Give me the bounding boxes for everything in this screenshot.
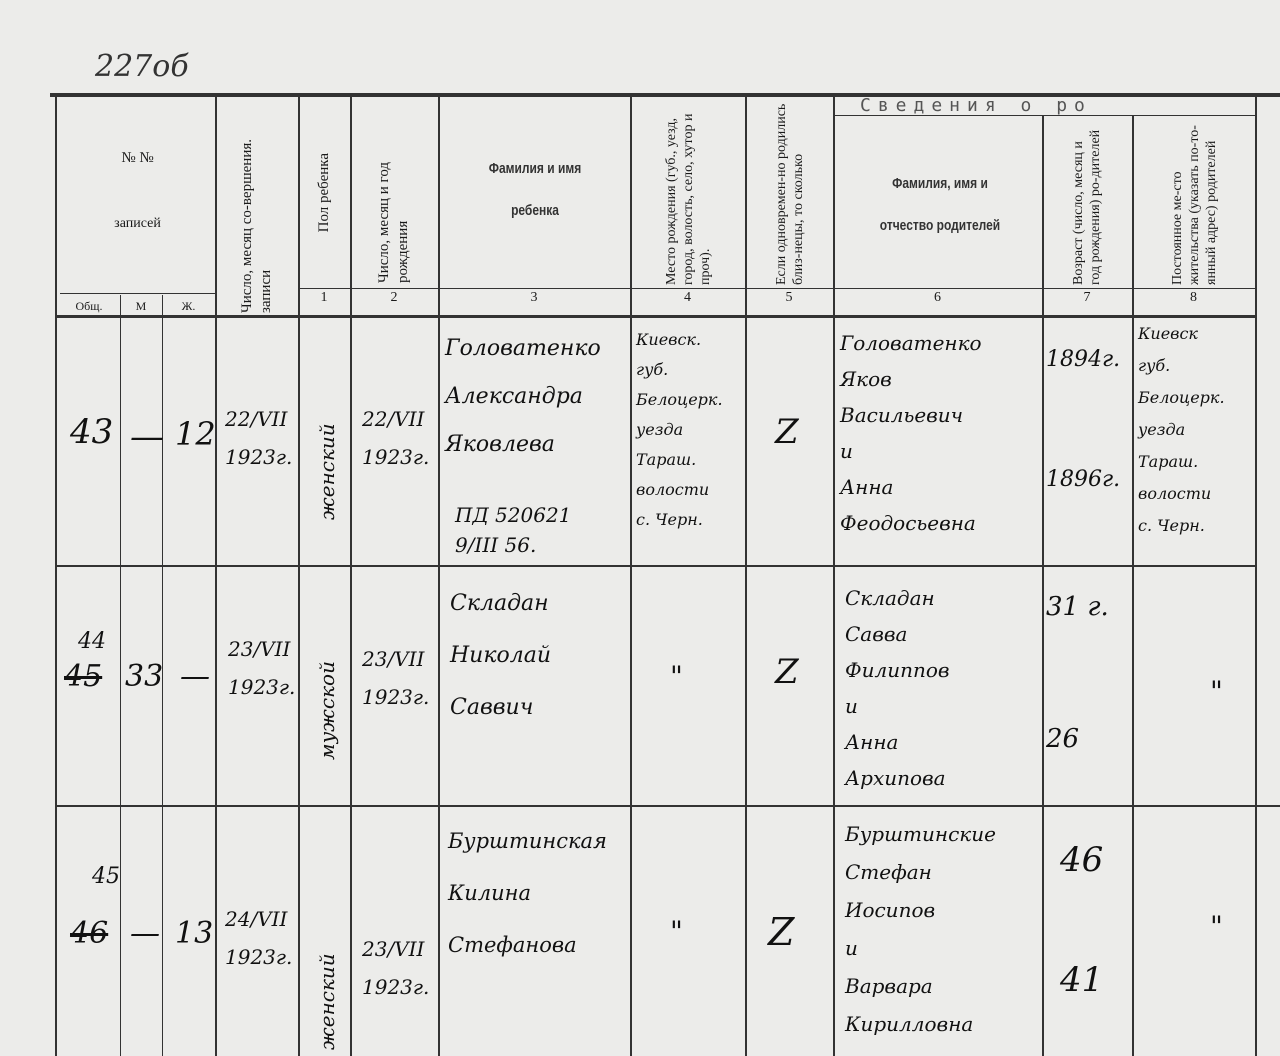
col-number: 2: [390, 290, 398, 305]
record-female: 13: [175, 916, 214, 951]
col-number: 5: [785, 290, 793, 305]
twins: Z: [775, 412, 799, 452]
child-sex: мужской: [315, 661, 339, 760]
col-number: 1: [320, 290, 328, 305]
col-number: 7: [1083, 290, 1091, 305]
header-records-no: № №: [121, 150, 154, 166]
record-date: 23/VII 1923г.: [228, 637, 296, 699]
child-sex: женский: [315, 953, 339, 1050]
header-parents-name: Фамилия, имя и отчество родителей: [879, 175, 1001, 234]
residence: ": [1210, 675, 1223, 708]
header-sex: Пол ребенка: [315, 152, 332, 233]
record-date: 24/VII 1923г.: [225, 907, 293, 969]
birth-date: 22/VII 1923г.: [362, 407, 430, 469]
header-female: Ж.: [181, 299, 196, 313]
header-birth-place: Место рождения (губ., уезд, город, волос…: [663, 113, 713, 285]
col-number: 4: [684, 290, 691, 305]
birth-place: ": [670, 915, 683, 948]
header-child-name: Фамилия и имя ребенка: [488, 160, 582, 219]
parents-names: Бурштинские Стефан Иосипов и Варвара Кир…: [845, 822, 996, 1036]
header-section-title: Сведения о ро: [860, 94, 1092, 116]
page-mark: 227об: [95, 49, 189, 84]
birth-place: Киевск. губ. Белоцерк. уезда Тараш. воло…: [636, 330, 723, 529]
header-twins: Если одновремен-но родились близ-нецы, т…: [773, 103, 806, 285]
header-record-date: Число, месяц со-вершения. записи: [239, 138, 274, 313]
record-total: 44: [78, 629, 106, 654]
col-number: 6: [934, 290, 941, 305]
header-records: записей: [114, 216, 161, 231]
header-parents-age: Возраст (число, месяц и год рождения) ро…: [1071, 129, 1103, 285]
child-name: Складан Николай Саввич: [450, 591, 552, 720]
record-female: 12: [175, 415, 216, 453]
record-total-crossed: 46: [70, 916, 109, 951]
header-male: М: [135, 299, 147, 313]
record-date: 22/VII 1923г.: [225, 407, 293, 469]
record-male: 33: [125, 659, 164, 694]
col-number: 8: [1190, 290, 1197, 305]
twins: Z: [775, 652, 799, 692]
birth-date: 23/VII 1923г.: [362, 937, 430, 999]
birth-date: 23/VII 1923г.: [362, 647, 430, 709]
record-male: —: [130, 916, 160, 951]
parents-names: Головатенко Яков Васильевич и Анна Феодо…: [840, 331, 982, 535]
parents-ages: 46 41: [1060, 840, 1104, 1000]
col-number: 3: [530, 290, 538, 305]
residence: ": [1210, 910, 1223, 943]
birth-place: ": [670, 660, 683, 693]
child-sex: женский: [315, 423, 339, 520]
record-female: —: [180, 659, 210, 694]
header-total: Общ.: [75, 299, 103, 313]
child-name: Головатенко Александра Яковлева: [445, 336, 601, 457]
record-male: —: [130, 417, 164, 457]
record-total: 45: [92, 864, 120, 889]
parents-names: Складан Савва Филиппов и Анна Архипова: [845, 586, 950, 790]
parents-ages: 1894г. 1896г.: [1046, 347, 1121, 492]
residence: Киевск губ. Белоцерк. уезда Тараш. волос…: [1138, 324, 1225, 535]
child-note: ПД 520621 9/III 56.: [455, 503, 572, 557]
child-name: Бурштинская Килина Стефанова: [448, 829, 607, 957]
header-residence: Постоянное ме-сто жительства (указать по…: [1169, 124, 1219, 285]
twins: Z: [768, 910, 795, 954]
record-total: 43: [70, 412, 114, 452]
record-total-crossed: 45: [64, 659, 103, 694]
header-birth-date: Число, месяц и год рождения: [376, 161, 411, 283]
parents-ages: 31 г. 26: [1046, 592, 1109, 754]
